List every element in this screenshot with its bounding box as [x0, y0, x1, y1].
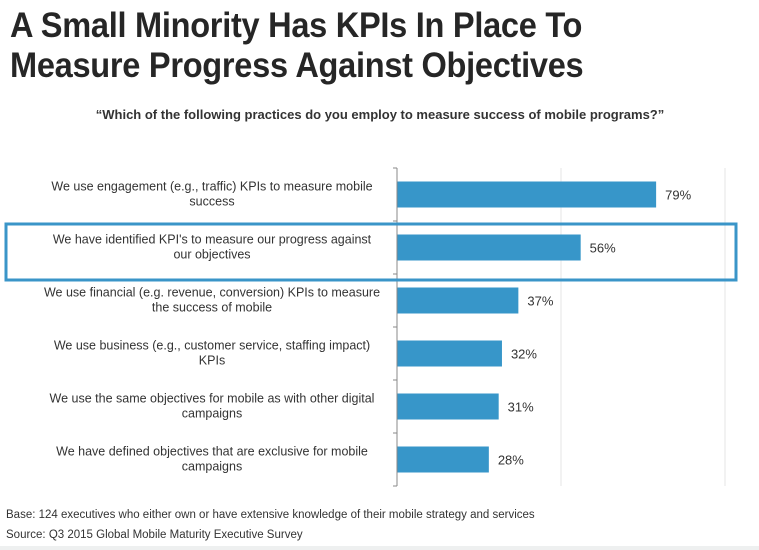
category-label: We use financial (e.g. revenue, conversi… [44, 286, 380, 315]
bars [397, 181, 657, 473]
title-line-2: Measure Progress Against Objectives [10, 46, 584, 85]
category-label: We use engagement (e.g., traffic) KPIs t… [51, 180, 372, 209]
category-label-line: campaigns [182, 460, 242, 474]
highlight-box-rect [4, 222, 738, 282]
bottom-divider [0, 546, 759, 550]
title-line-1: A Small Minority Has KPIs In Place To [10, 6, 583, 45]
value-label: 56% [590, 241, 616, 256]
category-label-line: We use the same objectives for mobile as… [50, 392, 375, 406]
category-label-line: KPIs [199, 354, 225, 368]
bar [397, 340, 502, 367]
bar [397, 393, 499, 420]
value-label: 37% [527, 294, 553, 309]
category-labels: We use engagement (e.g., traffic) KPIs t… [44, 180, 380, 474]
value-labels: 79% 56% 37% 32% 31% 28% [498, 188, 692, 468]
y-axis [393, 167, 398, 487]
footer-base-note: Base: 124 executives who either own or h… [6, 509, 535, 521]
category-label: We have identified KPI's to measure our … [53, 233, 372, 262]
chart-question: “Which of the following practices do you… [95, 107, 665, 122]
category-label-line: We use financial (e.g. revenue, conversi… [44, 286, 380, 300]
bar [397, 234, 581, 261]
category-label-line: campaigns [182, 407, 242, 421]
category-label-line: the success of mobile [152, 301, 272, 315]
bar [397, 446, 489, 473]
bar-chart: We use engagement (e.g., traffic) KPIs t… [4, 167, 738, 487]
category-label: We have defined objectives that are excl… [56, 445, 368, 474]
category-label-line: We use engagement (e.g., traffic) KPIs t… [51, 180, 372, 194]
category-label-line: We have defined objectives that are excl… [56, 445, 368, 459]
value-label: 28% [498, 453, 524, 468]
category-label-line: We use business (e.g., customer service,… [54, 339, 370, 353]
category-label-line: success [189, 195, 234, 209]
highlight-box [4, 222, 738, 282]
page-title: A Small Minority Has KPIs In Place To Me… [10, 6, 703, 86]
value-label: 79% [665, 188, 691, 203]
category-label-line: our objectives [173, 248, 250, 262]
value-label: 31% [508, 400, 534, 415]
footer-source-note: Source: Q3 2015 Global Mobile Maturity E… [6, 529, 303, 541]
category-label: We use the same objectives for mobile as… [50, 392, 375, 421]
bar [397, 181, 657, 208]
bar [397, 287, 519, 314]
value-label: 32% [511, 347, 537, 362]
gridlines [560, 168, 726, 486]
category-label: We use business (e.g., customer service,… [54, 339, 370, 368]
category-label-line: We have identified KPI's to measure our … [53, 233, 372, 247]
